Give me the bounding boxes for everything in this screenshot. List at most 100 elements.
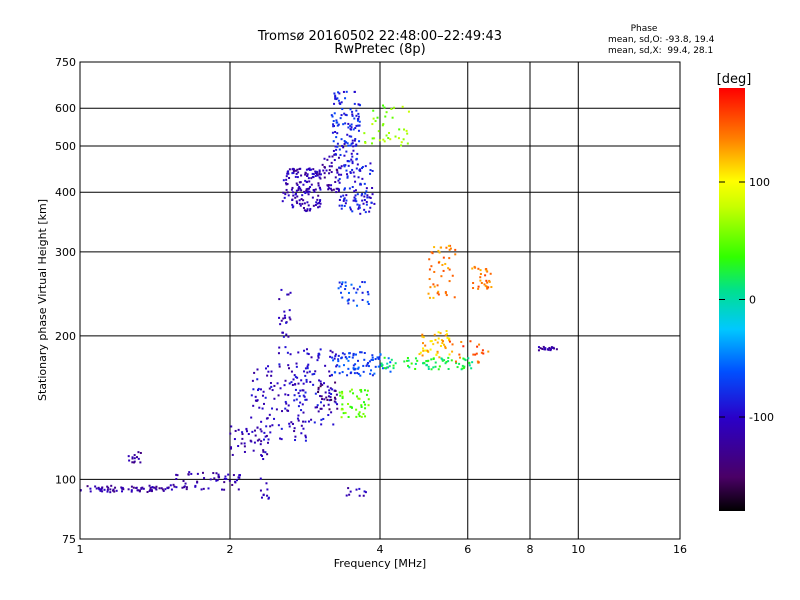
data-point xyxy=(308,187,311,190)
data-point xyxy=(364,192,367,195)
data-point xyxy=(432,296,435,299)
data-point xyxy=(424,349,427,352)
data-point xyxy=(428,258,431,261)
data-point xyxy=(110,484,113,487)
data-point xyxy=(430,265,433,268)
data-point xyxy=(218,476,221,479)
data-point xyxy=(307,363,310,366)
data-point xyxy=(325,169,328,172)
data-point xyxy=(234,480,237,483)
data-point xyxy=(342,364,345,367)
data-point xyxy=(329,355,332,358)
data-point xyxy=(463,358,466,361)
data-point xyxy=(140,487,143,490)
data-point xyxy=(327,188,330,191)
data-point xyxy=(316,406,319,409)
data-point xyxy=(340,408,343,411)
data-point xyxy=(410,362,413,365)
data-point xyxy=(364,407,367,410)
data-point xyxy=(382,138,385,141)
data-point xyxy=(303,209,306,212)
data-point xyxy=(230,447,233,450)
data-point xyxy=(267,438,270,441)
data-point xyxy=(364,491,367,494)
data-point xyxy=(354,194,357,197)
data-point xyxy=(293,399,296,402)
data-point xyxy=(421,342,424,345)
data-point xyxy=(231,483,234,486)
data-point xyxy=(323,165,326,168)
data-point xyxy=(381,367,384,370)
data-point xyxy=(398,128,401,131)
data-point xyxy=(306,174,309,177)
data-point xyxy=(185,488,188,491)
data-point xyxy=(343,197,346,200)
data-point xyxy=(445,330,448,333)
data-point xyxy=(308,180,311,183)
data-point xyxy=(361,192,364,195)
data-point xyxy=(284,193,287,196)
data-point xyxy=(346,374,349,377)
data-point xyxy=(303,370,306,373)
x-tick-label: 16 xyxy=(673,543,687,556)
chart-subtitle: RwPretec (8p) xyxy=(334,42,425,57)
data-point xyxy=(334,153,337,156)
data-point xyxy=(306,180,309,183)
data-point xyxy=(216,479,219,482)
data-point xyxy=(422,362,425,365)
data-point xyxy=(383,106,386,109)
data-point xyxy=(349,405,352,408)
data-point xyxy=(237,488,240,491)
data-point xyxy=(223,477,226,480)
data-point xyxy=(337,91,340,94)
data-point xyxy=(356,395,359,398)
data-point xyxy=(483,283,486,286)
data-point xyxy=(440,275,443,278)
data-point xyxy=(343,154,346,157)
data-point xyxy=(132,486,135,489)
data-point xyxy=(458,353,461,356)
data-point xyxy=(317,356,320,359)
data-point xyxy=(387,131,390,134)
data-point xyxy=(127,455,130,458)
data-point xyxy=(273,397,276,400)
data-point xyxy=(354,138,357,141)
data-point xyxy=(296,183,299,186)
data-point xyxy=(349,171,352,174)
data-point xyxy=(361,291,364,294)
data-point xyxy=(256,426,259,429)
data-point xyxy=(332,140,335,143)
data-point xyxy=(298,199,301,202)
data-point xyxy=(94,485,97,488)
data-point xyxy=(421,333,424,336)
data-point xyxy=(292,194,295,197)
data-point xyxy=(338,391,341,394)
data-point xyxy=(285,402,288,405)
data-point xyxy=(277,424,280,427)
data-point xyxy=(317,194,320,197)
data-point xyxy=(286,182,289,185)
data-point xyxy=(350,142,353,145)
data-point xyxy=(162,489,165,492)
data-point xyxy=(360,388,363,391)
data-point xyxy=(241,433,244,436)
data-point xyxy=(365,187,368,190)
data-point xyxy=(282,179,285,182)
data-point xyxy=(354,189,357,192)
data-point xyxy=(287,172,290,175)
data-point xyxy=(335,136,338,139)
data-point xyxy=(428,296,431,299)
data-point xyxy=(164,488,167,491)
data-point xyxy=(314,370,317,373)
data-point xyxy=(97,486,100,489)
data-point xyxy=(337,190,340,193)
data-point xyxy=(357,413,360,416)
data-point xyxy=(268,387,271,390)
data-point xyxy=(245,427,248,430)
data-point xyxy=(285,182,288,185)
data-point xyxy=(444,362,447,365)
data-point xyxy=(109,491,112,494)
data-point xyxy=(287,194,290,197)
data-point xyxy=(462,345,465,348)
data-point xyxy=(292,170,295,173)
